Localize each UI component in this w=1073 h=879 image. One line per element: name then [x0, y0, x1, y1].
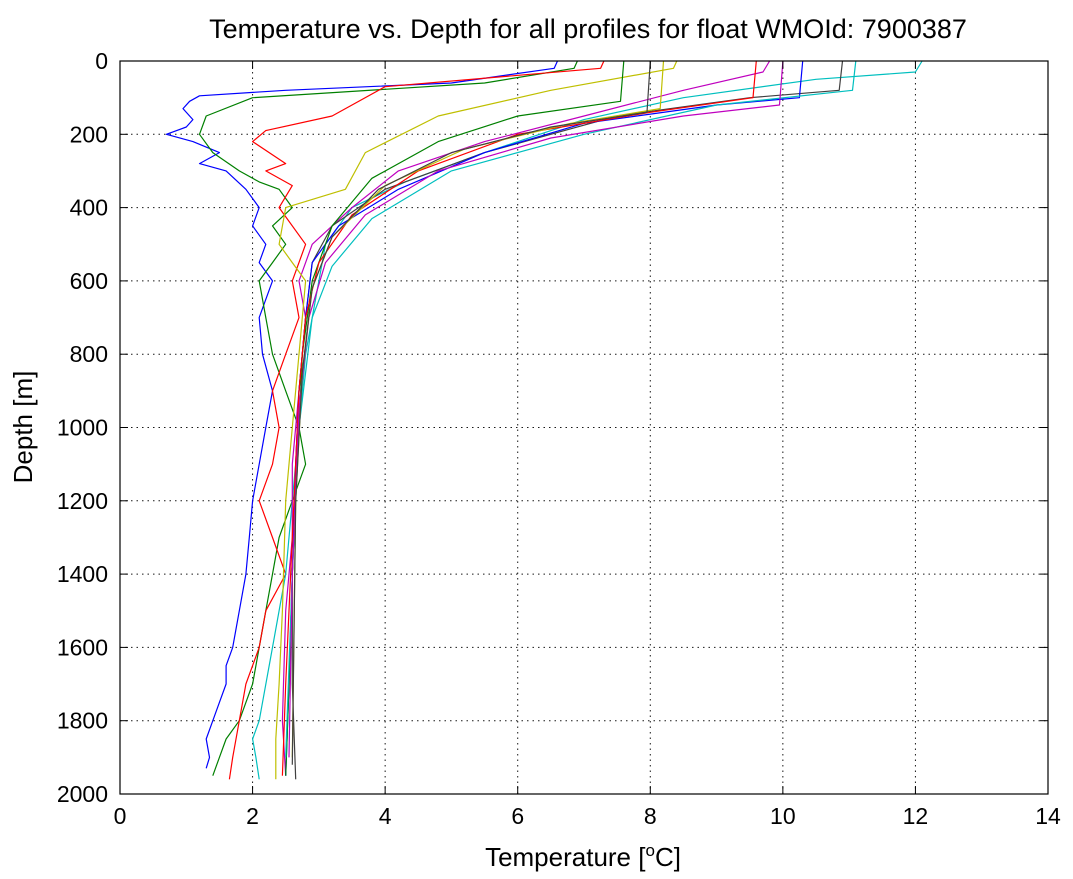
- y-tick-label: 1400: [57, 561, 108, 587]
- profile-line-2: [198, 60, 578, 776]
- grid-lines: [120, 61, 1048, 794]
- profile-line-1: [165, 60, 559, 769]
- profile-line-13: [291, 60, 665, 758]
- x-tick-label: 4: [379, 803, 392, 829]
- profile-line-11: [285, 60, 857, 758]
- x-axis-label: Temperature [oC]: [485, 841, 681, 872]
- chart-title: Temperature vs. Depth for all profiles f…: [209, 14, 967, 44]
- x-tick-label: 6: [511, 803, 524, 829]
- profile-line-8: [285, 60, 804, 776]
- y-tick-label: 1800: [57, 708, 108, 734]
- y-tick-labels: 0 200 400 600 800 1000 1200 1400 1600 1800 2000: [57, 48, 108, 807]
- profile-line-12: [288, 60, 784, 758]
- x-tick-label: 8: [644, 803, 657, 829]
- y-tick-label: 1000: [57, 415, 108, 441]
- x-tick-labels: 0 2 4 6 8 10 12 14: [114, 803, 1061, 829]
- profile-line-6: [275, 60, 678, 780]
- y-tick-label: 400: [70, 195, 108, 221]
- y-tick-label: 2000: [57, 781, 108, 807]
- x-tick-label: 14: [1035, 803, 1061, 829]
- y-axis-label: Depth [m]: [8, 371, 38, 484]
- x-tick-label: 0: [114, 803, 127, 829]
- profile-line-4: [252, 60, 923, 780]
- series-lines: [165, 60, 923, 780]
- y-tick-label: 200: [70, 121, 108, 147]
- plot-frame: [119, 60, 1049, 795]
- x-tick-label: 2: [246, 803, 259, 829]
- y-tick-label: 800: [70, 341, 108, 367]
- y-tick-label: 1200: [57, 488, 108, 514]
- profile-line-10: [281, 60, 757, 776]
- y-tick-label: 600: [70, 268, 108, 294]
- y-tick-label: 1600: [57, 634, 108, 660]
- profile-line-5: [281, 60, 771, 776]
- profile-line-14: [291, 60, 651, 765]
- profile-line-9: [285, 60, 625, 776]
- x-tick-label: 12: [903, 803, 929, 829]
- profile-line-3: [228, 60, 605, 780]
- tick-marks: [119, 60, 1049, 795]
- y-tick-label: 0: [95, 48, 108, 74]
- profile-line-7: [291, 60, 844, 780]
- x-tick-label: 10: [770, 803, 796, 829]
